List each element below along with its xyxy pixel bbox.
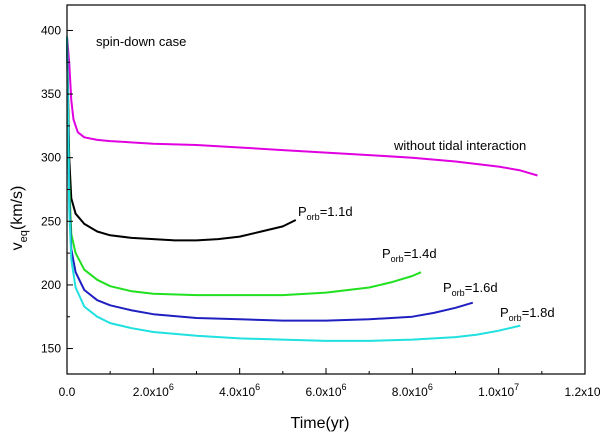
x-tick-label-6: 1.2x107: [564, 382, 600, 399]
x-axis-label: Time(yr): [291, 415, 350, 432]
y-axis-label-main: v: [9, 242, 26, 250]
x-tick-label-5: 1.0x107: [478, 382, 519, 399]
series-label-sub-3: orb: [452, 288, 465, 298]
without-tidal-label: without tidal interaction: [393, 138, 526, 153]
series-label-2: Porb=1.4d: [382, 246, 437, 264]
axes-group: 0.0 2.0x106 4.0x106 6.0x106 8.0x106 1.0x107 1.…: [41, 23, 600, 399]
x-tick-label-exp-4: 6: [428, 382, 433, 392]
series-line-3: [66, 36, 474, 322]
series-line-4: [66, 36, 521, 342]
x-tick-label-0: 0.0: [59, 385, 76, 399]
y-tick-label-1: 200: [41, 278, 61, 292]
y-axis-label-tail: (km/s): [9, 186, 26, 230]
x-tick-label-base-0: 0.0: [59, 385, 76, 399]
series-label-main-1: P: [298, 204, 307, 219]
x-tick-label-1: 2.0x106: [133, 382, 174, 399]
series-label-sub-4: orb: [509, 313, 522, 323]
x-tick-label-exp-3: 6: [342, 382, 347, 392]
series-label-main-4: P: [500, 305, 509, 320]
x-tick-label-exp-2: 6: [255, 382, 260, 392]
x-tick-label-base-3: 6.0x10: [305, 385, 341, 399]
series-label-tail-3: =1.6d: [465, 280, 498, 295]
series-label-1: Porb=1.1d: [298, 204, 353, 222]
series-line-0: [66, 36, 538, 177]
y-axis-label: veq(km/s): [9, 186, 30, 251]
x-tick-label-exp-1: 6: [169, 382, 174, 392]
series-label-main-3: P: [443, 280, 452, 295]
x-tick-label-exp-5: 7: [514, 382, 519, 392]
x-tick-label-3: 6.0x106: [305, 382, 346, 399]
x-tick-label-2: 4.0x106: [219, 382, 260, 399]
y-tick-label-2: 250: [41, 214, 61, 228]
x-tick-label-base-6: 1.2x10: [564, 385, 600, 399]
series-label-sub-1: orb: [307, 212, 320, 222]
series-label-4: Porb=1.8d: [500, 305, 555, 323]
y-tick-label-3: 300: [41, 151, 61, 165]
series-label-main-2: P: [382, 246, 391, 261]
x-tick-label-4: 8.0x106: [392, 382, 433, 399]
series-label-3: Porb=1.6d: [443, 280, 498, 298]
x-tick-label-base-5: 1.0x10: [478, 385, 514, 399]
x-tick-label-base-4: 8.0x10: [392, 385, 428, 399]
y-tick-label-0: 150: [41, 342, 61, 356]
series-label-tail-2: =1.4d: [404, 246, 437, 261]
series-group: [66, 36, 538, 342]
y-tick-label-5: 400: [41, 23, 61, 37]
series-label-tail-1: =1.1d: [320, 204, 353, 219]
y-tick-label-4: 350: [41, 87, 61, 101]
series-label-tail-4: =1.8d: [522, 305, 555, 320]
case-label: spin-down case: [96, 34, 186, 49]
x-tick-label-base-1: 2.0x10: [133, 385, 169, 399]
series-line-2: [66, 36, 422, 297]
series-label-sub-2: orb: [391, 254, 404, 264]
x-tick-label-base-2: 4.0x10: [219, 385, 255, 399]
y-axis-label-sub: eq: [18, 230, 30, 242]
series-line-1: [66, 36, 297, 242]
